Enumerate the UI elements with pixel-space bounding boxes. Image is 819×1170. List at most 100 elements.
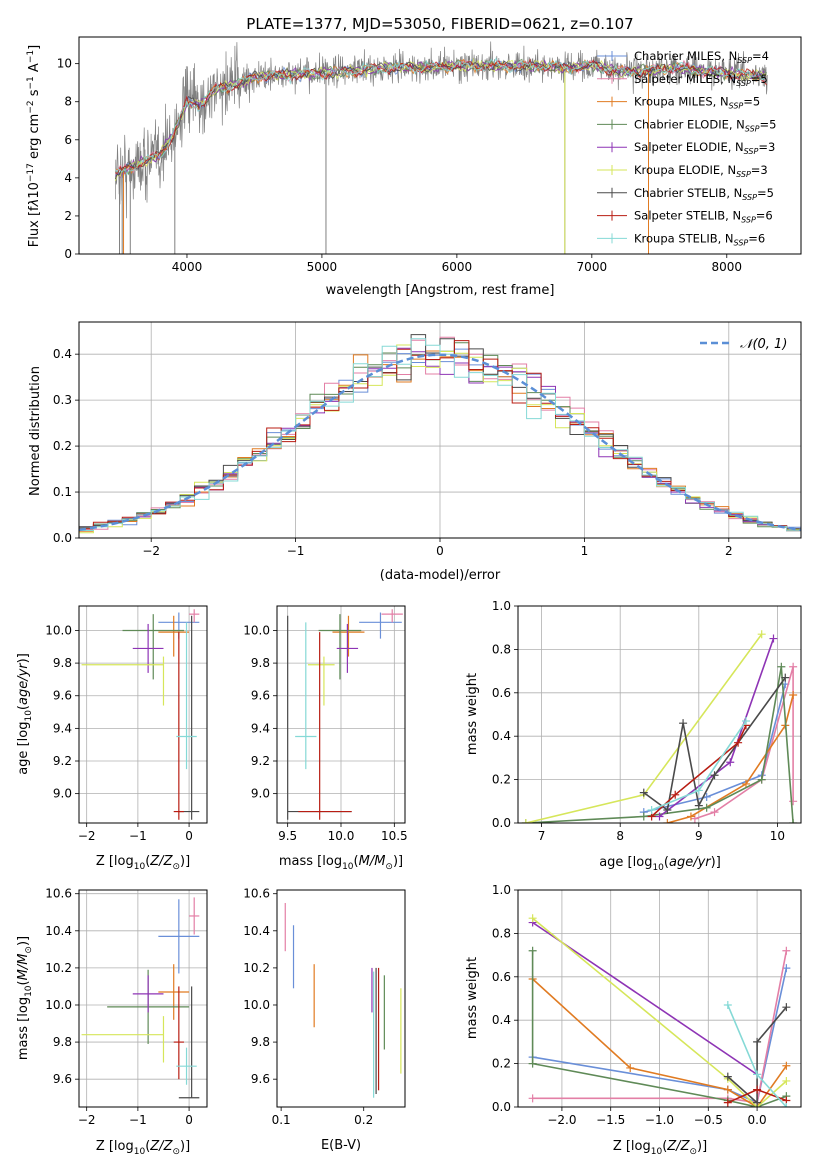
x-tick-label: −2.0 (547, 1113, 576, 1127)
svg-text:age [log10(age/yr)]: age [log10(age/yr)] (16, 653, 34, 775)
y-tick-label: 0.6 (492, 686, 511, 700)
residual-plot-area: −2 −1 0 1 2 0.0 0.1 0.2 0.3 0.4 (53, 321, 802, 558)
weight-z-panel: −2.0 −1.5 −1.0 −0.5 0.0 0.0 0.2 0.4 0.6 0.8 1.0 Z … (465, 883, 802, 1157)
y-tick-label: 9.8 (251, 656, 270, 670)
y-tick-label: 1.0 (492, 883, 511, 897)
x-tick-label: 1 (581, 544, 589, 558)
weight-marker-kroupa-miles (723, 1085, 732, 1094)
residual-ylabel: Normed distribution (28, 366, 43, 496)
weight-marker-kroupa-stelib (741, 717, 750, 726)
figure-title: PLATE=1377, MJD=53050, FIBERID=0621, z=0… (246, 15, 633, 33)
errorbars (284, 902, 402, 1098)
model-line-kroupa-stelib (115, 56, 767, 176)
x-tick-label: 5000 (307, 260, 338, 274)
x-tick-label: 0 (436, 544, 444, 558)
y-tick-label: 4 (64, 171, 72, 185)
weight-line-chabrier-elodie (525, 666, 794, 823)
x-tick-label: 10.5 (381, 829, 408, 843)
y-tick-label: 0.6 (492, 970, 511, 984)
x-tick-label: 7 (538, 829, 546, 843)
weight-marker-salpeter-stelib (723, 1098, 732, 1107)
y-tick-label: 10 (57, 57, 72, 71)
weight-marker-chabrier-elodie (639, 812, 648, 821)
y-tick-label: 0.8 (492, 642, 511, 656)
weight-marker-kroupa-elodie (528, 914, 537, 923)
y-tick-label: 10.6 (45, 887, 72, 901)
x-tick-label: −1 (129, 829, 147, 843)
x-tick-label: −2 (78, 829, 96, 843)
y-tick-label: 10.0 (243, 623, 270, 637)
legend-label-kroupa-elodie: Kroupa ELODIE, NSSP=3 (634, 163, 768, 179)
weight-marker-salpeter-miles (782, 946, 791, 955)
y-tick-label: 10.2 (243, 961, 270, 975)
y-tick-label: 0.0 (53, 531, 72, 545)
x-tick-label: 6000 (442, 260, 473, 274)
svg-text:Flux [fλ10−17 erg cm−2 s−1 A−1: Flux [fλ10−17 erg cm−2 s−1 A−1] (26, 45, 42, 247)
weight-marker-salpeter-elodie (769, 634, 778, 643)
spectrum-ylabel: Flux [fλ10−17 erg cm−2 s−1 A−1] (26, 45, 42, 247)
weight-marker-chabrier-elodie (757, 775, 766, 784)
y-tick-label: 0.2 (492, 1057, 511, 1071)
y-tick-label: 0.2 (53, 439, 72, 453)
errorbars (287, 609, 403, 820)
mass-z-xlabel: Z [log10(Z/Z⊙)] (96, 1139, 190, 1157)
axes-frame (78, 36, 802, 255)
weight-marker-chabrier-stelib (782, 1003, 791, 1012)
mass-z-panel: −2 −1 0 9.6 9.8 10.0 10.2 10.4 10.6 Z [log10(Z/Z… (16, 887, 208, 1157)
legend-label-salpeter-elodie: Salpeter ELODIE, NSSP=3 (634, 140, 775, 156)
x-tick-label: −1 (129, 1113, 147, 1127)
age-mass-xlabel: mass [log10(M/M⊙)] (279, 854, 403, 872)
y-tick-label: 10.6 (243, 887, 270, 901)
residual-legend: 𝒩(0, 1) (700, 337, 787, 352)
svg-text:mass [log10(M/M⊙)]: mass [log10(M/M⊙)] (279, 854, 403, 872)
age-z-plot-area: −2 −1 0 9.0 9.2 9.4 9.6 9.8 10.0 (45, 605, 208, 843)
y-tick-label: 0.3 (53, 393, 72, 407)
y-tick-label: 0.1 (53, 485, 72, 499)
age-mass-panel: 9.5 10.0 10.5 9.0 9.2 9.4 9.6 9.8 10.0 mass [log… (243, 605, 408, 872)
y-tick-label: 9.2 (251, 754, 270, 768)
model-line-chabrier-stelib (114, 60, 767, 180)
weight-marker-kroupa-stelib (647, 805, 656, 814)
spectrum-xlabel: wavelength [Angstrom, rest frame] (326, 283, 555, 298)
weight-marker-salpeter-elodie (655, 812, 664, 821)
weight-line-salpeter-elodie (659, 638, 775, 818)
y-tick-label: 2 (64, 209, 72, 223)
weight-marker-salpeter-stelib (671, 790, 680, 799)
axes-frame (276, 605, 406, 824)
y-tick-label: 0.0 (492, 1100, 511, 1114)
svg-text:Z [log10(Z/Z⊙)]: Z [log10(Z/Z⊙)] (96, 854, 190, 872)
weight-marker-kroupa-stelib (694, 786, 703, 795)
x-tick-label: −1.0 (645, 1113, 674, 1127)
weight-marker-chabrier-stelib (710, 771, 719, 780)
weight-line-salpeter-miles (532, 950, 788, 1104)
normal-legend-label: 𝒩(0, 1) (740, 337, 787, 352)
axes-frame (517, 889, 802, 1108)
weight-marker-chabrier-elodie (528, 1059, 537, 1068)
y-tick-label: 0.2 (492, 773, 511, 787)
weight-marker-salpeter-miles (789, 797, 798, 806)
weight-marker-chabrier-stelib (679, 719, 688, 728)
y-tick-label: 0 (64, 247, 72, 261)
model-line-salpeter-stelib (115, 58, 767, 175)
age-z-panel: −2 −1 0 9.0 9.2 9.4 9.6 9.8 10.0 Z [log10(Z/Z⊙)]… (16, 605, 208, 872)
weight-line-chabrier-miles (643, 683, 787, 813)
weight-marker-chabrier-stelib (694, 801, 703, 810)
y-tick-label: 10.0 (45, 623, 72, 637)
weight-marker-kroupa-miles (782, 1061, 791, 1070)
x-tick-label: 10 (770, 829, 785, 843)
weight-marker-chabrier-elodie (777, 662, 786, 671)
mass-ebv-plot-area: 0.1 0.2 9.6 9.8 10.0 10.2 10.4 10.6 (243, 887, 406, 1127)
weight-age-plot-area: 7 8 9 10 0.0 0.2 0.4 0.6 0.8 1.0 (492, 599, 802, 843)
y-tick-label: 9.0 (251, 787, 270, 801)
x-tick-label: 8000 (712, 260, 743, 274)
errorbars (81, 897, 200, 1099)
y-tick-label: 9.6 (251, 1072, 270, 1086)
spectrum-curves (114, 41, 768, 254)
x-tick-label: −1 (287, 544, 305, 558)
weight-line-salpeter-elodie (532, 921, 758, 1076)
x-tick-label: 7000 (577, 260, 608, 274)
weight-marker-kroupa-elodie (521, 819, 530, 823)
y-tick-label: 10.2 (45, 961, 72, 975)
y-tick-label: 9.6 (53, 1072, 72, 1086)
x-tick-label: −1.5 (596, 1113, 625, 1127)
